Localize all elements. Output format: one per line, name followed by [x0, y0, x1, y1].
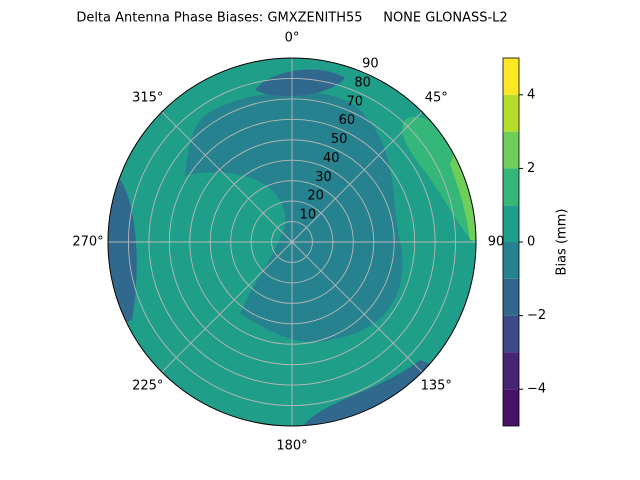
grid-ring	[209, 159, 375, 325]
colorbar-band	[503, 58, 519, 95]
grid-spoke	[161, 241, 293, 373]
contour-patch	[255, 69, 345, 97]
grid-ring	[250, 200, 334, 284]
theta-tick-label: 0°	[285, 31, 300, 46]
r-tick-label: 10	[300, 208, 317, 223]
colorbar-band	[503, 94, 519, 132]
grid-ring	[148, 98, 436, 386]
r-tick-label: 80	[354, 75, 371, 90]
chart-title: Delta Antenna Phase Biases: GMXZENITH55 …	[76, 11, 507, 26]
theta-tick-label: 225°	[132, 379, 163, 394]
colorbar-band	[503, 389, 519, 426]
colorbar-band	[503, 131, 519, 169]
contour-patch	[450, 150, 476, 240]
theta-tick-label: 270°	[72, 235, 103, 250]
r-tick-label: 90	[362, 57, 379, 72]
grid-spoke	[161, 111, 293, 243]
r-tick-label: 20	[307, 189, 324, 204]
colorbar-tick-label: −4	[527, 382, 546, 397]
theta-tick-label: 90	[488, 235, 505, 250]
polar-frame	[107, 57, 477, 427]
polar-axes: 0°45°90135°180°225°270°315°1020304050607…	[72, 31, 569, 454]
theta-tick-label: 180°	[276, 439, 307, 454]
grid-ring	[230, 180, 354, 304]
r-tick-label: 30	[315, 170, 332, 185]
colorbar-band	[503, 242, 519, 279]
colorbar-tick-label: −2	[527, 308, 546, 323]
grid-spoke	[291, 111, 423, 243]
r-tick-label: 60	[339, 113, 356, 128]
grid-ring	[189, 139, 395, 345]
colorbar-tick-label: 0	[527, 235, 535, 250]
colorbar-band	[503, 278, 519, 316]
grid-ring	[271, 221, 313, 263]
r-tick-label: 40	[323, 151, 340, 166]
contour-patch	[162, 172, 286, 330]
colorbar-band	[503, 352, 519, 390]
colorbar-tick-label: 2	[527, 161, 535, 176]
colorbar-label: Bias (mm)	[555, 209, 570, 276]
grid-spoke	[291, 241, 423, 373]
colorbar-band	[503, 315, 519, 353]
grid-ring	[168, 118, 416, 366]
colorbar-band	[503, 168, 519, 206]
theta-tick-label: 45°	[425, 90, 448, 105]
grid-ring	[127, 77, 457, 407]
contour-patch	[402, 116, 476, 250]
r-tick-label: 70	[346, 94, 363, 109]
theta-tick-label: 315°	[132, 90, 163, 105]
colorbar-tick-label: 4	[527, 87, 535, 102]
theta-tick-label: 135°	[421, 379, 452, 394]
r-tick-label: 50	[331, 132, 348, 147]
colorbar-band	[503, 205, 519, 242]
